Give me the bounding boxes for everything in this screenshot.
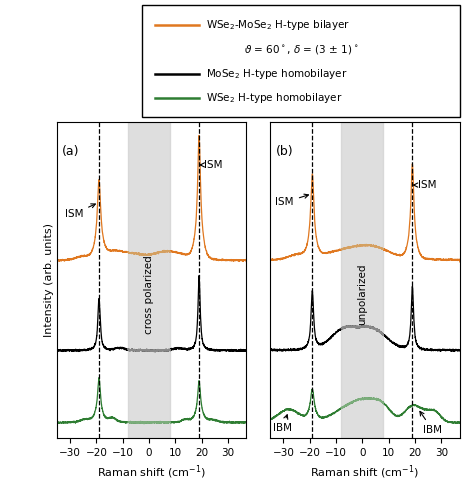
Text: WSe$_2$ H-type homobilayer: WSe$_2$ H-type homobilayer [206,91,342,105]
Bar [341,122,383,438]
Text: IBM: IBM [420,412,442,435]
X-axis label: Raman shift (cm$^{-1}$): Raman shift (cm$^{-1}$) [97,464,206,481]
Text: $\vartheta$ = 60$^\circ$, $\delta$ = (3 ± 1)$^\circ$: $\vartheta$ = 60$^\circ$, $\delta$ = (3 … [244,43,358,56]
Text: ISM: ISM [414,180,436,190]
Text: (b): (b) [275,145,293,158]
FancyBboxPatch shape [142,5,460,117]
Text: ISM: ISM [275,194,309,207]
Text: (a): (a) [62,145,80,158]
X-axis label: Raman shift (cm$^{-1}$): Raman shift (cm$^{-1}$) [310,464,419,481]
Bar [128,122,170,438]
Text: ISM: ISM [65,204,95,219]
Text: cross polarized: cross polarized [144,255,154,334]
Text: WSe$_2$-MoSe$_2$ H-type bilayer: WSe$_2$-MoSe$_2$ H-type bilayer [206,18,350,32]
Text: MoSe$_2$ H-type homobilayer: MoSe$_2$ H-type homobilayer [206,67,347,81]
Text: IBM: IBM [273,415,292,433]
Text: unpolarized: unpolarized [357,263,367,325]
Y-axis label: Intensity (arb. units): Intensity (arb. units) [44,223,54,337]
Text: ISM: ISM [201,160,223,170]
